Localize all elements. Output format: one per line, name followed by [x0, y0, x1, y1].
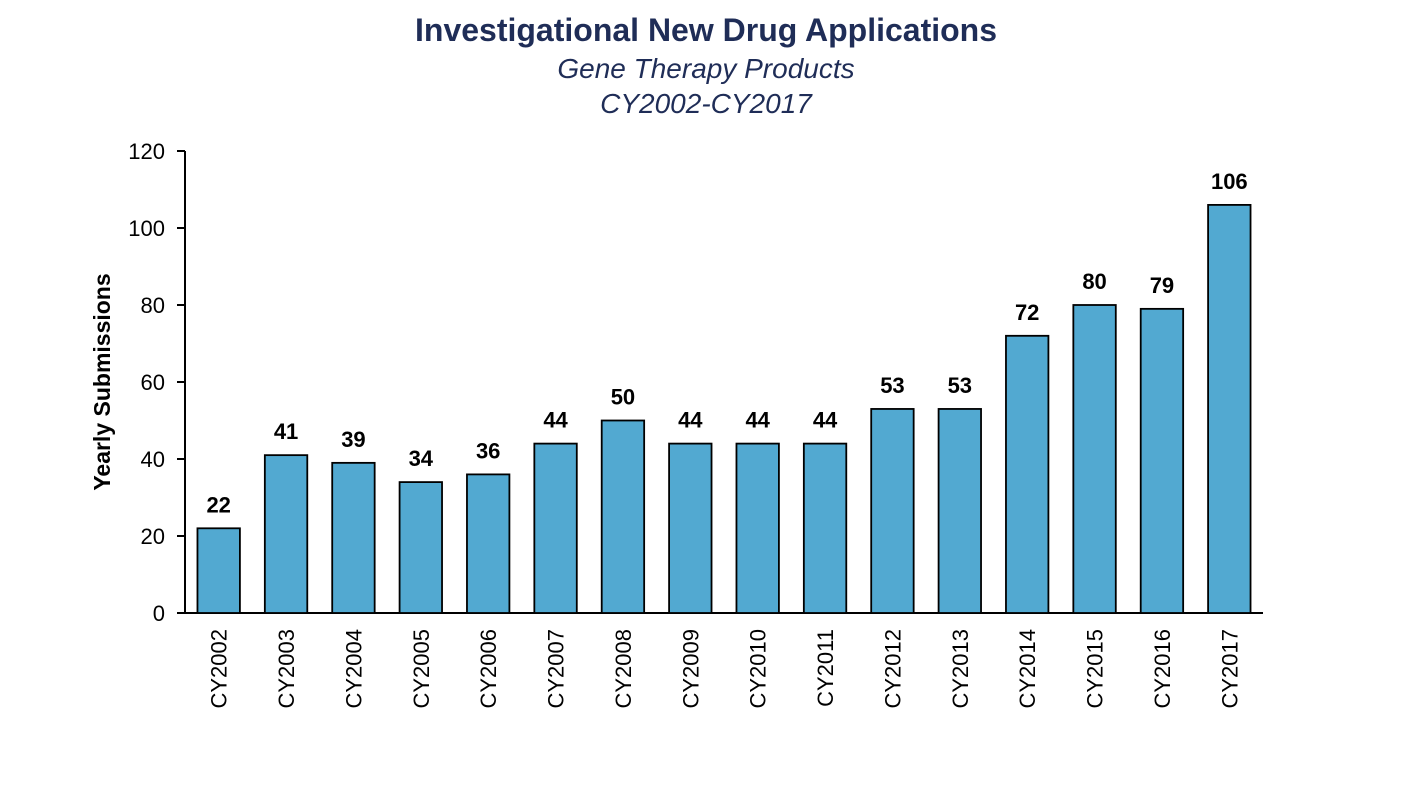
x-tick-label-cy2007: CY2007	[544, 629, 569, 709]
x-tick-label-cy2008: CY2008	[611, 629, 636, 709]
data-label-cy2006: 36	[476, 438, 500, 463]
bar-cy2007	[533, 442, 578, 614]
data-label-cy2002: 22	[206, 492, 230, 517]
x-tick-label-cy2009: CY2009	[678, 629, 703, 709]
bar-cy2017	[1207, 203, 1252, 614]
x-tick-label-cy2002: CY2002	[207, 629, 232, 709]
bar-cy2004	[331, 461, 376, 614]
data-label-cy2003: 41	[274, 419, 298, 444]
y-tick-label: 20	[141, 524, 165, 549]
chart-subtitle-line-2: CY2002-CY2017	[600, 88, 812, 119]
y-axis-label: Yearly Submissions	[89, 273, 115, 490]
y-tick-label: 120	[128, 139, 165, 164]
data-label-cy2005: 34	[409, 446, 434, 471]
data-label-cy2007: 44	[543, 408, 568, 433]
y-tick-label: 100	[128, 216, 165, 241]
x-tick-label-cy2014: CY2014	[1015, 629, 1040, 709]
x-tick-label-cy2003: CY2003	[274, 629, 299, 709]
data-label-cy2011: 44	[813, 408, 838, 433]
y-tick-label: 60	[141, 370, 165, 395]
bar-cy2009	[668, 442, 713, 614]
data-label-cy2015: 80	[1082, 269, 1106, 294]
x-tick-label-cy2015: CY2015	[1083, 629, 1108, 709]
data-label-cy2014: 72	[1015, 300, 1039, 325]
x-tick-label-cy2006: CY2006	[476, 629, 501, 709]
x-tick-label-cy2017: CY2017	[1217, 629, 1242, 709]
bar-cy2002	[196, 527, 241, 614]
bar-cy2015	[1072, 304, 1117, 614]
x-tick-label-cy2016: CY2016	[1150, 629, 1175, 709]
x-tick-label-cy2011: CY2011	[813, 629, 838, 707]
bar-cy2003	[263, 454, 309, 614]
bar-cy2006	[466, 473, 511, 614]
y-tick-label: 80	[141, 293, 165, 318]
data-label-cy2008: 50	[611, 385, 635, 410]
chart-subtitle-line-1: Gene Therapy Products	[557, 53, 855, 84]
x-tick-label-cy2005: CY2005	[409, 629, 434, 709]
data-label-cy2010: 44	[745, 408, 770, 433]
data-label-cy2017: 106	[1211, 169, 1248, 194]
bars	[196, 203, 1252, 614]
y-axis: 0 20 40 60 80 100 120	[128, 139, 186, 626]
data-labels: 22 41 39 34 36 44 50 44 44 44 53 53 72 80 79 106	[206, 169, 1247, 517]
bar-cy2008	[600, 419, 646, 614]
bar-cy2016	[1139, 307, 1185, 614]
data-label-cy2012: 53	[880, 373, 904, 398]
data-label-cy2013: 53	[948, 373, 972, 398]
data-label-cy2016: 79	[1150, 273, 1174, 298]
y-tick-label: 0	[153, 601, 165, 626]
bar-cy2005	[398, 481, 443, 614]
bar-cy2012	[870, 408, 915, 614]
x-tick-label-cy2010: CY2010	[746, 629, 771, 709]
data-label-cy2004: 39	[341, 427, 365, 452]
data-label-cy2009: 44	[678, 408, 703, 433]
bar-cy2011	[802, 442, 848, 614]
x-tick-label-cy2012: CY2012	[880, 629, 905, 709]
bar-cy2010	[735, 442, 780, 614]
x-axis: CY2002 CY2003 CY2004 CY2005 CY2006 CY2007 CY20…	[185, 612, 1263, 709]
y-tick-label: 40	[141, 447, 165, 472]
bar-cy2014	[1005, 334, 1050, 614]
x-tick-label-cy2013: CY2013	[948, 629, 973, 709]
chart-title: Investigational New Drug Applications	[415, 12, 997, 48]
bar-cy2013	[937, 408, 982, 614]
x-tick-label-cy2004: CY2004	[341, 629, 366, 709]
